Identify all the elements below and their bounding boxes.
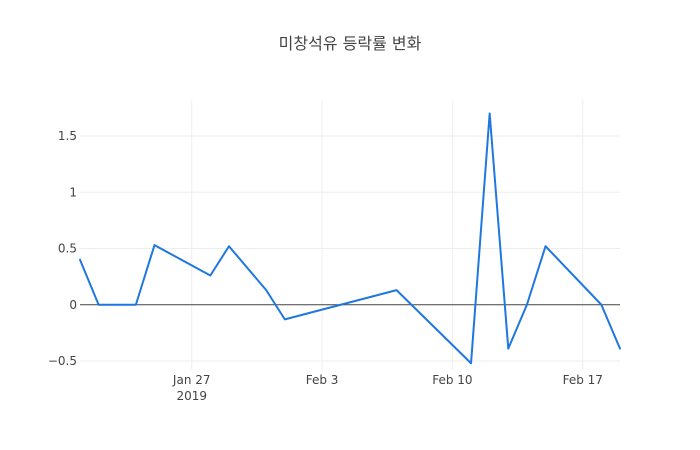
x-tick-label: Jan 27 — [172, 373, 211, 387]
series-group — [77, 111, 623, 366]
y-tick-label: 1 — [69, 185, 77, 199]
data-point — [394, 287, 400, 293]
data-point — [133, 302, 139, 308]
x-tick-label: Feb 3 — [306, 373, 339, 387]
x-gridlines — [191, 100, 584, 370]
data-point — [524, 302, 530, 308]
data-point — [468, 360, 474, 366]
x-tick-labels: Jan 27 2019 Feb 3 Feb 10 Feb 17 — [172, 373, 603, 403]
data-point — [77, 257, 83, 263]
data-point — [617, 346, 623, 352]
data-point — [543, 243, 549, 249]
data-point — [598, 302, 604, 308]
chart-title: 미창석유 등락률 변화 — [279, 34, 422, 53]
y-tick-label: 0.5 — [58, 242, 77, 256]
x-tick-label: Feb 10 — [432, 373, 472, 387]
data-point — [151, 242, 157, 248]
x-tick-sublabel: 2019 — [176, 389, 207, 403]
data-point — [282, 316, 288, 322]
series-line — [79, 112, 621, 365]
y-tick-label: −0.5 — [48, 354, 77, 368]
data-point — [96, 302, 102, 308]
data-point — [226, 243, 232, 249]
data-point — [505, 346, 511, 352]
y-tick-labels: −0.5 0 0.5 1 1.5 — [48, 129, 77, 368]
data-point — [263, 287, 269, 293]
y-tick-label: 1.5 — [58, 129, 77, 143]
data-point — [487, 111, 493, 117]
x-tick-label: Feb 17 — [563, 373, 603, 387]
y-gridlines — [80, 135, 620, 362]
data-point — [207, 273, 213, 279]
y-tick-label: 0 — [69, 298, 77, 312]
